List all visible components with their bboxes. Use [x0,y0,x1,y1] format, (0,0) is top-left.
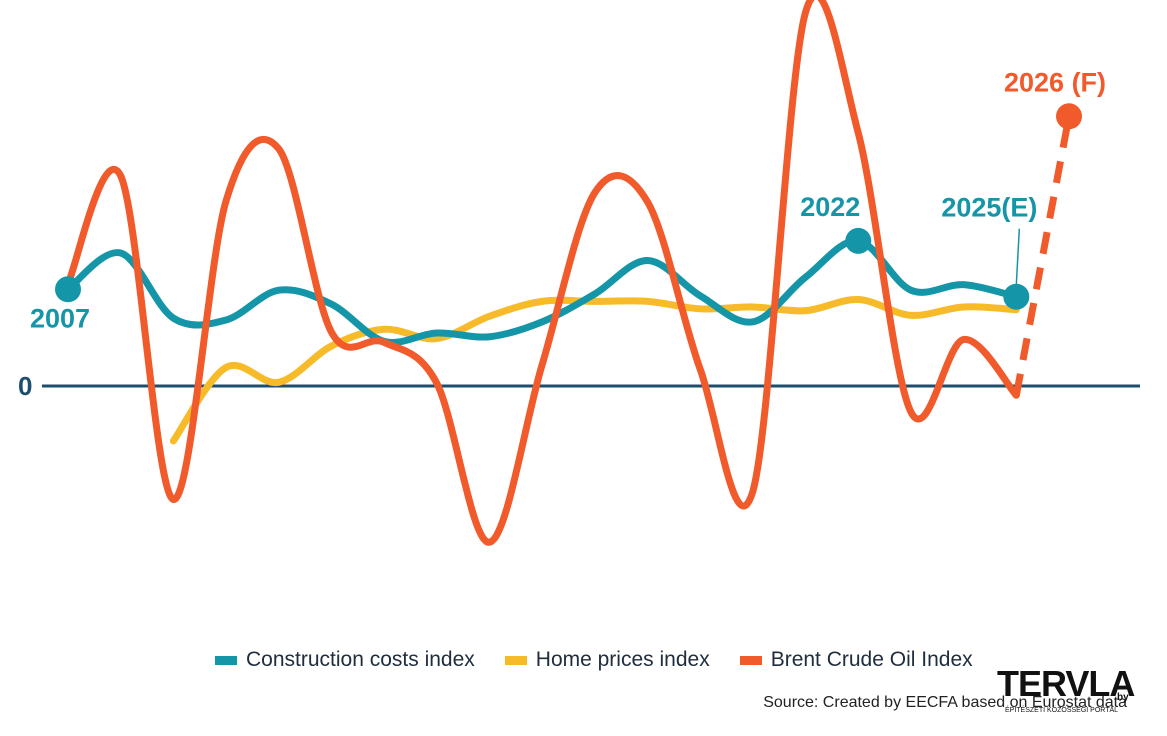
legend-item-home-prices: Home prices index [504,648,710,672]
annotation-marker-2007 [55,276,81,303]
annotation-marker-2025 [1003,283,1030,310]
zero-axis-label: 0 [18,371,32,401]
legend-item-brent: Brent Crude Oil Index [739,648,973,672]
annotation-label-2007: 2007 [30,303,90,333]
annotation-marker-2022 [845,227,872,254]
annotation-marker-2026 [1056,103,1082,130]
annotation-leader-line [1015,228,1021,285]
annotation-label-2025: 2025(E) [941,193,1037,223]
legend: Construction costs index Home prices ind… [215,648,973,672]
logo-wordmark: TERVLAP [997,663,1135,704]
annotation-label-2026: 2026 (F) [1004,67,1106,97]
brent-swatch-icon [739,655,762,665]
legend-label: Home prices index [535,648,710,671]
legend-label: Construction costs index [246,648,475,671]
series-line-brent-crude-oil-index [64,0,1020,546]
home-prices-swatch-icon [504,655,527,665]
tervlap-logo: TERVLAP by ÉPÍTÉSZETI KÖZÖSSÉGI PORTÁL [997,663,1135,714]
construction-swatch-icon [215,655,237,665]
annotation-label-2022: 2022 [800,192,860,222]
legend-item-construction: Construction costs index [215,648,475,672]
logo-subtitle: ÉPÍTÉSZETI KÖZÖSSÉGI PORTÁL [1005,705,1118,714]
logo-by: by [1117,692,1129,703]
source-note: Source: Created by EECFA based on Eurost… [763,694,1127,711]
chart-area: 0 2007 2022 2025(E) 2026 (F) [18,0,1140,546]
legend-label: Brent Crude Oil Index [770,648,973,671]
brent-forecast-line [1012,115,1073,396]
